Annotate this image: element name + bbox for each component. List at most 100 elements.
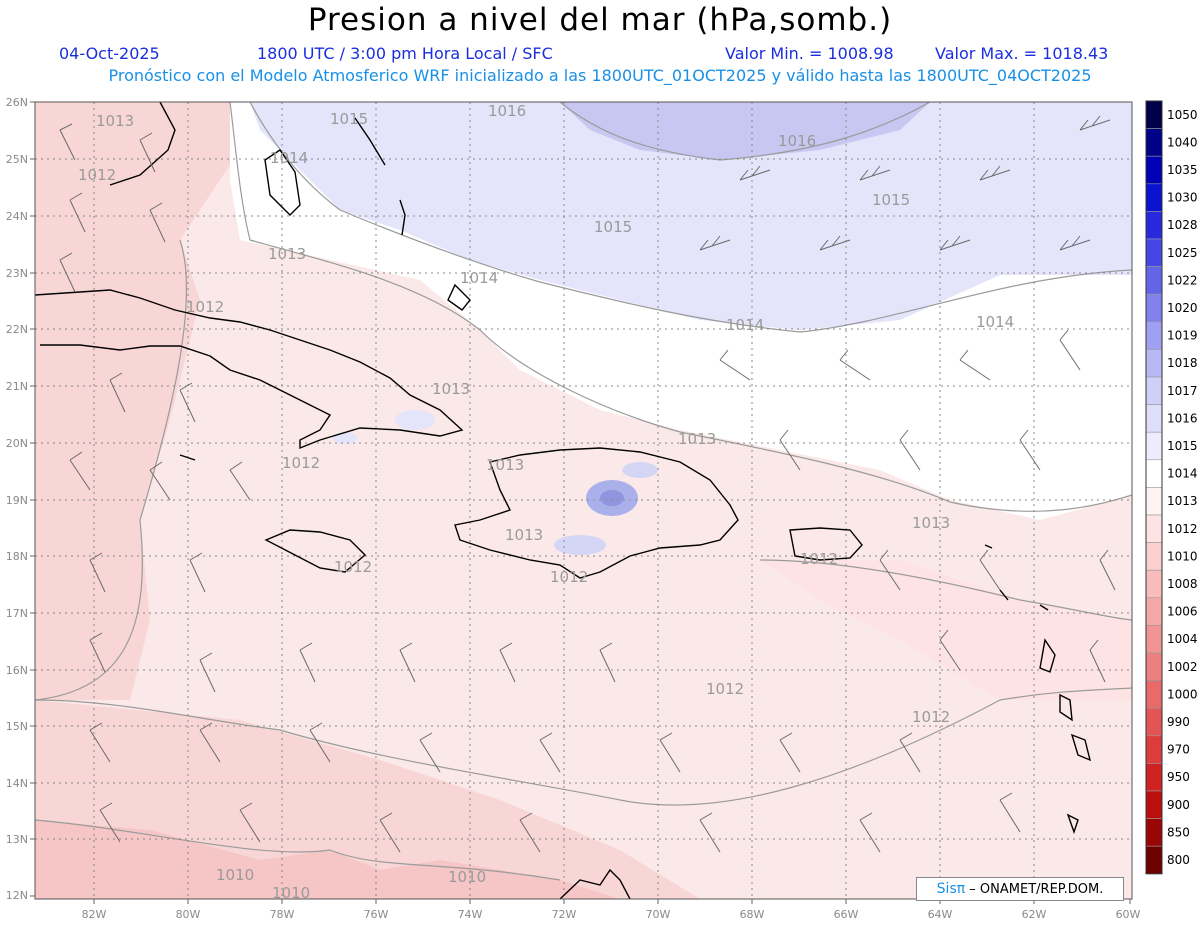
pink-east-strip: [760, 560, 1132, 700]
contour-label: 1012: [282, 454, 320, 472]
legend-swatch: [1145, 459, 1163, 488]
lat-label: 16N: [6, 664, 28, 677]
legend-swatch: [1145, 790, 1163, 819]
puerto-rico-coast: [789, 527, 863, 561]
legend-label: 1025: [1167, 246, 1198, 260]
bahamas-long: [399, 199, 406, 236]
lat-label: 22N: [6, 323, 28, 336]
contour-label: 1012: [334, 558, 372, 576]
min-value: Valor Min. = 1008.98: [725, 44, 894, 63]
legend-swatch: [1145, 514, 1163, 543]
lon-label: 64W: [928, 908, 953, 921]
lon-label: 72W: [552, 908, 577, 921]
contour-label: 1013: [505, 526, 543, 544]
hispaniola-coast: [454, 447, 739, 579]
lon-label: 80W: [176, 908, 201, 921]
lon-label: 82W: [82, 908, 107, 921]
legend-swatch: [1145, 238, 1163, 267]
islands-misc: [984, 544, 1049, 611]
legend-swatch: [1145, 569, 1163, 599]
legend-swatch: [1145, 266, 1163, 295]
lat-label: 24N: [6, 210, 28, 223]
legend-label: 990: [1167, 715, 1190, 729]
legend-label: 900: [1167, 798, 1190, 812]
legend-swatch: [1145, 155, 1163, 185]
contour-label: 1010: [216, 866, 254, 884]
legend-label: 1028: [1167, 218, 1198, 232]
legend-label: 1035: [1167, 163, 1198, 177]
map-area: 1013 1012 1015 1014 1016 1016 1015 1015 …: [35, 102, 1132, 902]
legend-label: 1013: [1167, 494, 1198, 508]
legend-swatch: [1145, 349, 1163, 378]
legend-label: 1018: [1167, 356, 1198, 370]
legend-swatch: [1145, 128, 1163, 157]
legend-swatch: [1145, 542, 1163, 571]
lat-label: 18N: [6, 550, 28, 563]
lon-label: 76W: [364, 908, 389, 921]
contour-label: 1016: [778, 132, 816, 150]
contour-label: 1013: [912, 514, 950, 532]
legend-frame: [1145, 100, 1163, 875]
contour-label: 1013: [678, 430, 716, 448]
bahamas-andros: [264, 149, 301, 216]
venezuela-coast: [559, 868, 631, 899]
map-title: Presion a nivel del mar (hPa,somb.): [307, 2, 893, 38]
cuba-coast: [35, 289, 464, 450]
legend-label: 1008: [1167, 577, 1198, 591]
coastlines: [35, 102, 1092, 899]
caymans: [179, 454, 196, 461]
legend-label: 1004: [1167, 632, 1198, 646]
lon-label: 74W: [458, 908, 483, 921]
legend-label: 1010: [1167, 549, 1198, 563]
legend-label: 1014: [1167, 467, 1198, 481]
contour-label: 1016: [488, 102, 526, 120]
legend-label: 1020: [1167, 301, 1198, 315]
lat-label: 21N: [6, 380, 28, 393]
lon-label: 62W: [1022, 908, 1047, 921]
lesser-antilles-3: [1070, 733, 1092, 762]
contour-label: 1014: [460, 269, 498, 287]
contour-label: 1012: [706, 680, 744, 698]
lat-lon-grid: [35, 102, 1132, 899]
contour-label: 1010: [272, 884, 310, 902]
contour-label: 1014: [726, 316, 764, 334]
legend-swatch: [1145, 735, 1163, 764]
legend-label: 1006: [1167, 605, 1198, 619]
max-value: Valor Max. = 1018.43: [935, 44, 1109, 63]
lon-label: 66W: [834, 908, 859, 921]
contour-label: 1014: [270, 149, 308, 167]
contour-label: 1013: [96, 112, 134, 130]
contour-label: 1012: [800, 550, 838, 568]
jamaica-coast: [264, 529, 367, 573]
legend-swatch: [1145, 818, 1163, 847]
pressure-legend: 1050 1040 1035 1030 1028 1025 1022 1020 1019 1018…: [1145, 100, 1198, 875]
legend-label: 1040: [1167, 135, 1198, 149]
legend-swatch: [1145, 100, 1163, 129]
low-pressure-west: [35, 102, 240, 700]
lat-label: 26N: [6, 96, 28, 109]
legend-swatch: [1145, 707, 1163, 737]
lon-label: 68W: [740, 908, 765, 921]
contour-label: 1013: [486, 456, 524, 474]
legend-label: 1019: [1167, 329, 1198, 343]
bahamas-inagua: [447, 283, 471, 311]
lat-label: 25N: [6, 153, 28, 166]
legend-label: 850: [1167, 825, 1190, 839]
contour-label: 1012: [78, 166, 116, 184]
credit-box: Sisπ – ONAMET/REP.DOM.: [916, 877, 1124, 901]
contour-label: 1015: [872, 191, 910, 209]
sispi-logo: Sisπ: [936, 881, 966, 897]
legend-label: 1016: [1167, 411, 1198, 425]
contour-label: 1014: [976, 313, 1014, 331]
legend-label: 800: [1167, 853, 1190, 867]
lesser-antilles-4: [1066, 813, 1079, 835]
lat-label: 19N: [6, 494, 28, 507]
legend-label: 1012: [1167, 522, 1198, 536]
legend-swatch: [1145, 763, 1163, 792]
legend-swatch: [1145, 597, 1163, 626]
legend-label: 1015: [1167, 439, 1198, 453]
lat-label: 20N: [6, 437, 28, 450]
contour-label: 1013: [432, 380, 470, 398]
lat-label: 12N: [6, 889, 28, 902]
legend-swatch: [1145, 376, 1163, 405]
